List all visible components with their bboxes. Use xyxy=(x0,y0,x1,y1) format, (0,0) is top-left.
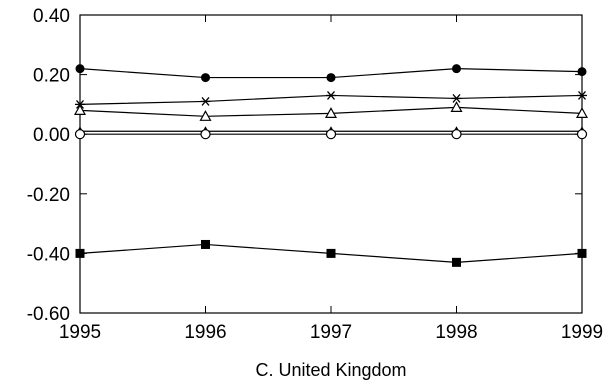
data-point-open-triangle xyxy=(324,107,338,118)
x-tick-label: 1995 xyxy=(59,322,101,343)
data-point-filled-circle xyxy=(577,67,587,77)
y-tick-label: -0.60 xyxy=(27,304,70,325)
data-point-open-circle xyxy=(74,129,86,140)
series-filled-circle xyxy=(75,64,587,83)
x-tick-label: 1997 xyxy=(310,322,352,343)
series-line xyxy=(79,94,583,105)
data-point-open-circle xyxy=(325,129,337,140)
y-tick-label: -0.20 xyxy=(27,185,70,206)
data-point-filled-circle xyxy=(75,64,85,74)
data-point-filled-square xyxy=(577,248,587,258)
data-point-open-triangle xyxy=(73,104,87,115)
data-point-filled-circle xyxy=(201,73,210,83)
data-point-open-circle xyxy=(451,129,462,140)
x-tick-label: 1998 xyxy=(435,322,477,343)
y-tick-label: -0.40 xyxy=(27,244,70,265)
data-point-filled-square xyxy=(326,248,336,258)
chart-caption: C. United Kingdom xyxy=(255,360,406,380)
data-point-asterisk xyxy=(200,96,211,106)
y-tick-label: 0.00 xyxy=(33,125,70,146)
data-point-filled-circle xyxy=(326,73,336,83)
data-point-asterisk xyxy=(577,91,587,100)
data-point-filled-circle xyxy=(452,64,461,74)
x-axis: 1995 1996 1997 1998 1999 xyxy=(59,15,603,343)
series-filled-square xyxy=(75,239,587,267)
x-tick-label: 1999 xyxy=(561,322,603,343)
data-point-filled-square xyxy=(452,257,461,267)
data-point-open-circle xyxy=(200,129,211,140)
x-tick-label: 1996 xyxy=(184,322,226,343)
series-open-circle xyxy=(74,129,588,140)
data-point-asterisk xyxy=(326,91,336,100)
data-point-open-triangle xyxy=(575,107,589,118)
data-point-filled-square xyxy=(201,239,210,249)
series-layer xyxy=(73,64,589,267)
data-point-filled-square xyxy=(75,248,85,258)
series-open-triangle xyxy=(73,101,589,121)
y-axis: 0.40 0.20 0.00 -0.20 -0.40 -0.60 xyxy=(27,6,582,325)
data-point-open-triangle xyxy=(450,101,463,112)
y-tick-label: 0.20 xyxy=(33,66,70,87)
data-point-asterisk xyxy=(451,94,462,103)
plot-frame xyxy=(79,14,583,314)
data-point-open-circle xyxy=(576,129,588,140)
data-point-open-triangle xyxy=(199,110,212,121)
y-tick-label: 0.40 xyxy=(33,6,70,27)
series-asterisk xyxy=(75,91,587,109)
